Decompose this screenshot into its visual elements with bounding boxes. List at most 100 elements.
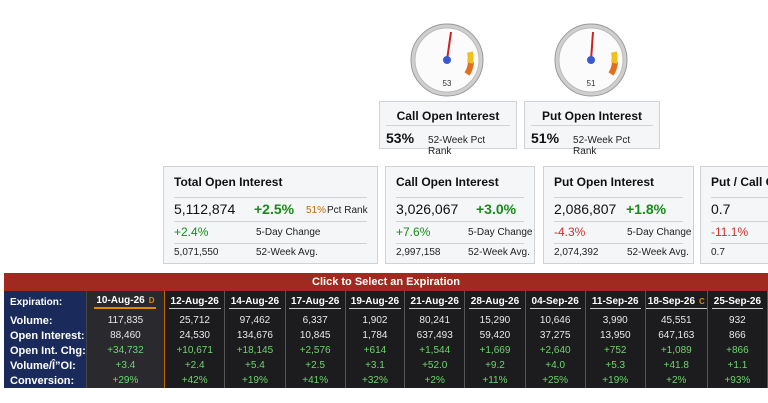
expiration-cell[interactable]: +19% — [224, 373, 286, 388]
expiration-date-17-Aug-26[interactable]: 17-Aug-26 — [285, 291, 346, 313]
expiration-cell[interactable]: 25,712 — [164, 313, 226, 328]
expiration-cell[interactable]: 88,460 — [85, 328, 166, 343]
expiration-date-label: 18-Sep-26 — [647, 295, 696, 307]
expiration-date-label: 25-Sep-26 — [713, 295, 762, 307]
expiration-cell[interactable]: +3.1 — [345, 358, 406, 373]
expiration-cell[interactable]: +4.0 — [525, 358, 586, 373]
expiration-date-label: 19-Aug-26 — [350, 295, 400, 307]
expiration-cell[interactable]: +5.4 — [224, 358, 286, 373]
row-label: Open Int. Chg: — [4, 343, 87, 358]
expiration-date-04-Sep-26[interactable]: 04-Sep-26 — [525, 291, 586, 313]
expiration-cell[interactable]: +2% — [645, 373, 708, 388]
put-oi-rank-box: Put Open Interest 51% 52-Week Pct Rank — [524, 101, 660, 157]
expiration-cell[interactable]: 45,551 — [645, 313, 708, 328]
expiration-cell[interactable]: +614 — [345, 343, 406, 358]
expiration-cell[interactable]: +10,671 — [164, 343, 226, 358]
expiration-badge: C — [699, 296, 705, 306]
expiration-cell[interactable]: 117,835 — [85, 313, 166, 328]
expiration-date-21-Aug-26[interactable]: 21-Aug-26 — [404, 291, 466, 313]
total-oi-avg-label: 52-Week Avg. — [256, 247, 318, 258]
expiration-cell[interactable]: +93% — [707, 373, 768, 388]
expiration-cell[interactable]: 637,493 — [404, 328, 466, 343]
expiration-cell[interactable]: 15,290 — [464, 313, 526, 328]
expiration-date-11-Sep-26[interactable]: 11-Sep-26 — [585, 291, 646, 313]
put-oi-value: 2,086,807 — [554, 201, 617, 217]
call-oi-change: +3.0% — [476, 201, 517, 217]
expiration-cell[interactable]: 97,462 — [224, 313, 286, 328]
expiration-cell[interactable]: 80,241 — [404, 313, 466, 328]
expiration-cell[interactable]: +2,640 — [525, 343, 586, 358]
expiration-date-10-Aug-26[interactable]: 10-Aug-26 D — [85, 291, 166, 313]
expiration-cell[interactable]: 13,950 — [585, 328, 646, 343]
call-oi-five-day-label: 5-Day Change — [468, 227, 533, 238]
expiration-row: Expiration: 10-Aug-26 D 12-Aug-26 14-Aug-26 1… — [4, 291, 768, 313]
expiration-cell[interactable]: 647,163 — [645, 328, 708, 343]
expiration-cell[interactable]: 1,784 — [345, 328, 406, 343]
expiration-date-28-Aug-26[interactable]: 28-Aug-26 — [464, 291, 526, 313]
expiration-date-12-Aug-26[interactable]: 12-Aug-26 — [164, 291, 226, 313]
expiration-cell[interactable]: +2% — [404, 373, 466, 388]
expiration-cell[interactable]: +41.8 — [645, 358, 708, 373]
put-oi-avg: 2,074,392 — [554, 247, 599, 258]
expiration-cell[interactable]: +9.2 — [464, 358, 526, 373]
put-oi-five-day-label: 5-Day Change — [627, 227, 692, 238]
total-oi-change: +2.5% — [254, 201, 295, 217]
expiration-cell[interactable]: 134,676 — [224, 328, 286, 343]
open-interest-row: Open Interest: 88,460 24,530 134,676 10,845 1… — [4, 328, 768, 343]
row-label: Conversion: — [4, 373, 87, 388]
total-oi-card: Total Open Interest 5,112,874 +2.5% 51% … — [163, 166, 378, 264]
expiration-cell[interactable]: +32% — [345, 373, 406, 388]
expiration-cell[interactable]: 932 — [707, 313, 768, 328]
gauge-dial-icon: 53 — [410, 23, 484, 97]
expiration-cell[interactable]: +2.4 — [164, 358, 226, 373]
expiration-cell[interactable]: +11% — [464, 373, 526, 388]
expiration-cell[interactable]: 24,530 — [164, 328, 226, 343]
call-oi-rank-title: Call Open Interest — [396, 109, 500, 123]
put-call-ratio-title: Put / Call O — [711, 175, 768, 189]
expiration-cell[interactable]: 6,337 — [285, 313, 346, 328]
call-oi-card: Call Open Interest 3,026,067 +3.0% +7.6%… — [385, 166, 535, 264]
total-oi-rank-pct: 51% — [306, 205, 327, 216]
expiration-cell[interactable]: +2,576 — [285, 343, 346, 358]
expiration-date-18-Sep-26[interactable]: 18-Sep-26 C — [645, 291, 708, 313]
call-oi-avg: 2,997,158 — [396, 247, 441, 258]
expiration-cell[interactable]: 866 — [707, 328, 768, 343]
expiration-cell[interactable]: +52.0 — [404, 358, 466, 373]
conversion-row: Conversion: +29% +42% +19% +41% +32% +2% +11% +2… — [4, 373, 768, 388]
expiration-selector-header[interactable]: Click to Select an Expiration — [4, 273, 768, 291]
put-oi-rank-pct: 51% — [531, 130, 560, 146]
expiration-date-19-Aug-26[interactable]: 19-Aug-26 — [345, 291, 406, 313]
expiration-cell[interactable]: 59,420 — [464, 328, 526, 343]
call-oi-gauge: 53 — [409, 22, 485, 103]
expiration-table: Expiration: 10-Aug-26 D 12-Aug-26 14-Aug-26 1… — [4, 291, 768, 388]
expiration-cell[interactable]: +1.1 — [707, 358, 768, 373]
gauge-dial-icon: 51 — [554, 23, 628, 97]
expiration-cell[interactable]: 37,275 — [525, 328, 586, 343]
expiration-cell[interactable]: 3,990 — [585, 313, 646, 328]
expiration-cell[interactable]: 10,646 — [525, 313, 586, 328]
total-oi-title: Total Open Interest — [174, 175, 283, 189]
expiration-cell[interactable]: +29% — [85, 373, 166, 388]
call-oi-avg-label: 52-Week Avg. — [468, 247, 530, 258]
expiration-cell[interactable]: 1,902 — [345, 313, 406, 328]
expiration-cell[interactable]: +41% — [285, 373, 346, 388]
expiration-cell[interactable]: +34,732 — [85, 343, 166, 358]
expiration-cell[interactable]: +1,669 — [464, 343, 526, 358]
expiration-selector: Click to Select an Expiration Expiration… — [4, 273, 768, 398]
expiration-date-25-Sep-26[interactable]: 25-Sep-26 — [707, 291, 768, 313]
expiration-cell[interactable]: +1,544 — [404, 343, 466, 358]
expiration-cell[interactable]: +19% — [585, 373, 646, 388]
expiration-cell[interactable]: +42% — [164, 373, 226, 388]
expiration-cell[interactable]: +5.3 — [585, 358, 646, 373]
expiration-cell[interactable]: +1,089 — [645, 343, 708, 358]
total-oi-avg: 5,071,550 — [174, 247, 219, 258]
expiration-cell[interactable]: 10,845 — [285, 328, 346, 343]
expiration-date-14-Aug-26[interactable]: 14-Aug-26 — [224, 291, 286, 313]
expiration-date-label: 28-Aug-26 — [470, 295, 520, 307]
expiration-cell[interactable]: +25% — [525, 373, 586, 388]
expiration-cell[interactable]: +2.5 — [285, 358, 346, 373]
expiration-cell[interactable]: +3.4 — [85, 358, 166, 373]
expiration-cell[interactable]: +752 — [585, 343, 646, 358]
expiration-cell[interactable]: +866 — [707, 343, 768, 358]
expiration-cell[interactable]: +18,145 — [224, 343, 286, 358]
